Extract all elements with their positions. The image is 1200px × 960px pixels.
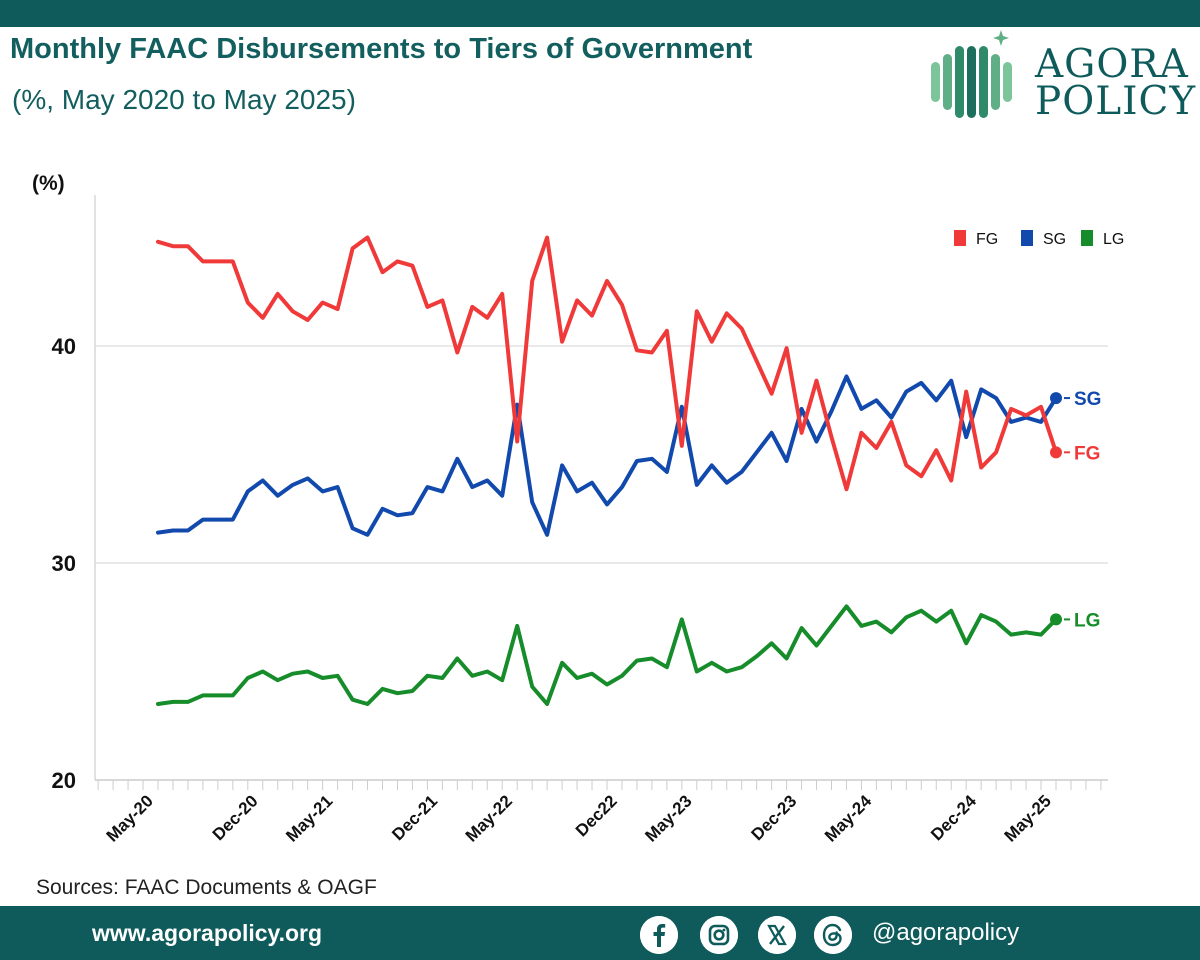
page-title: Monthly FAAC Disbursements to Tiers of G…: [10, 33, 753, 65]
x-tick-label: Dec-24: [927, 791, 980, 844]
website-link[interactable]: www.agorapolicy.org: [92, 920, 323, 946]
x-tick-label: May-23: [641, 791, 695, 845]
agora-policy-logo: AGORA POLICY: [925, 30, 1200, 125]
source-note: Sources: FAAC Documents & OAGF: [36, 876, 377, 899]
legend-label-fg: FG: [976, 231, 998, 248]
end-label-lg: LG: [1074, 610, 1100, 631]
legend-label-lg: LG: [1103, 231, 1124, 248]
logo-wordmark: AGORA POLICY: [1035, 42, 1197, 124]
legend-swatch-sg: [1021, 230, 1033, 246]
x-tick-label: Dec-21: [388, 791, 441, 844]
logo-mark-icon: [931, 30, 1012, 118]
end-label-fg: FG: [1074, 443, 1100, 464]
logo-line-1: AGORA: [1035, 42, 1189, 87]
legend-swatch-lg: [1081, 230, 1093, 246]
y-tick-label: 40: [52, 334, 76, 359]
page-subtitle: (%, May 2020 to May 2025): [12, 84, 356, 115]
y-tick-label: 20: [52, 768, 76, 793]
x-icon[interactable]: [758, 916, 796, 954]
x-tick-label: Dec-23: [748, 791, 801, 844]
y-tick-label: 30: [52, 551, 76, 576]
end-label-sg: SG: [1074, 389, 1101, 410]
x-tick-label: Dec22: [572, 791, 621, 840]
x-tick-label: May-24: [821, 791, 876, 846]
end-marker-fg: [1050, 446, 1062, 459]
threads-icon[interactable]: [814, 916, 852, 954]
line-chart: 20 30 40 (%) May-20 Dec-20 May-21 Dec-21 May-22 D…: [32, 172, 1124, 846]
series-line-fg: [156, 235, 1058, 492]
y-axis-label: (%): [32, 172, 65, 195]
x-tick-label: May-20: [103, 791, 157, 845]
legend-label-sg: SG: [1043, 231, 1066, 248]
x-tick-label: May-21: [282, 791, 336, 845]
instagram-icon[interactable]: [700, 916, 738, 954]
legend-swatch-fg: [954, 230, 966, 246]
x-tick-label: May-25: [1001, 791, 1055, 845]
logo-line-2: POLICY: [1035, 79, 1197, 124]
series-line-sg: [156, 374, 1058, 537]
social-handle[interactable]: @agorapolicy: [872, 919, 1020, 946]
end-marker-sg: [1050, 392, 1062, 405]
series-line-lg: [156, 604, 1058, 706]
facebook-icon[interactable]: [640, 916, 678, 954]
top-accent-bar: [0, 0, 1200, 27]
x-tick-label: May-22: [462, 791, 516, 845]
end-marker-lg: [1050, 613, 1062, 626]
footer-bar: www.agorapolicy.org @agorapolicy: [0, 906, 1200, 960]
x-tick-label: Dec-20: [209, 791, 262, 844]
